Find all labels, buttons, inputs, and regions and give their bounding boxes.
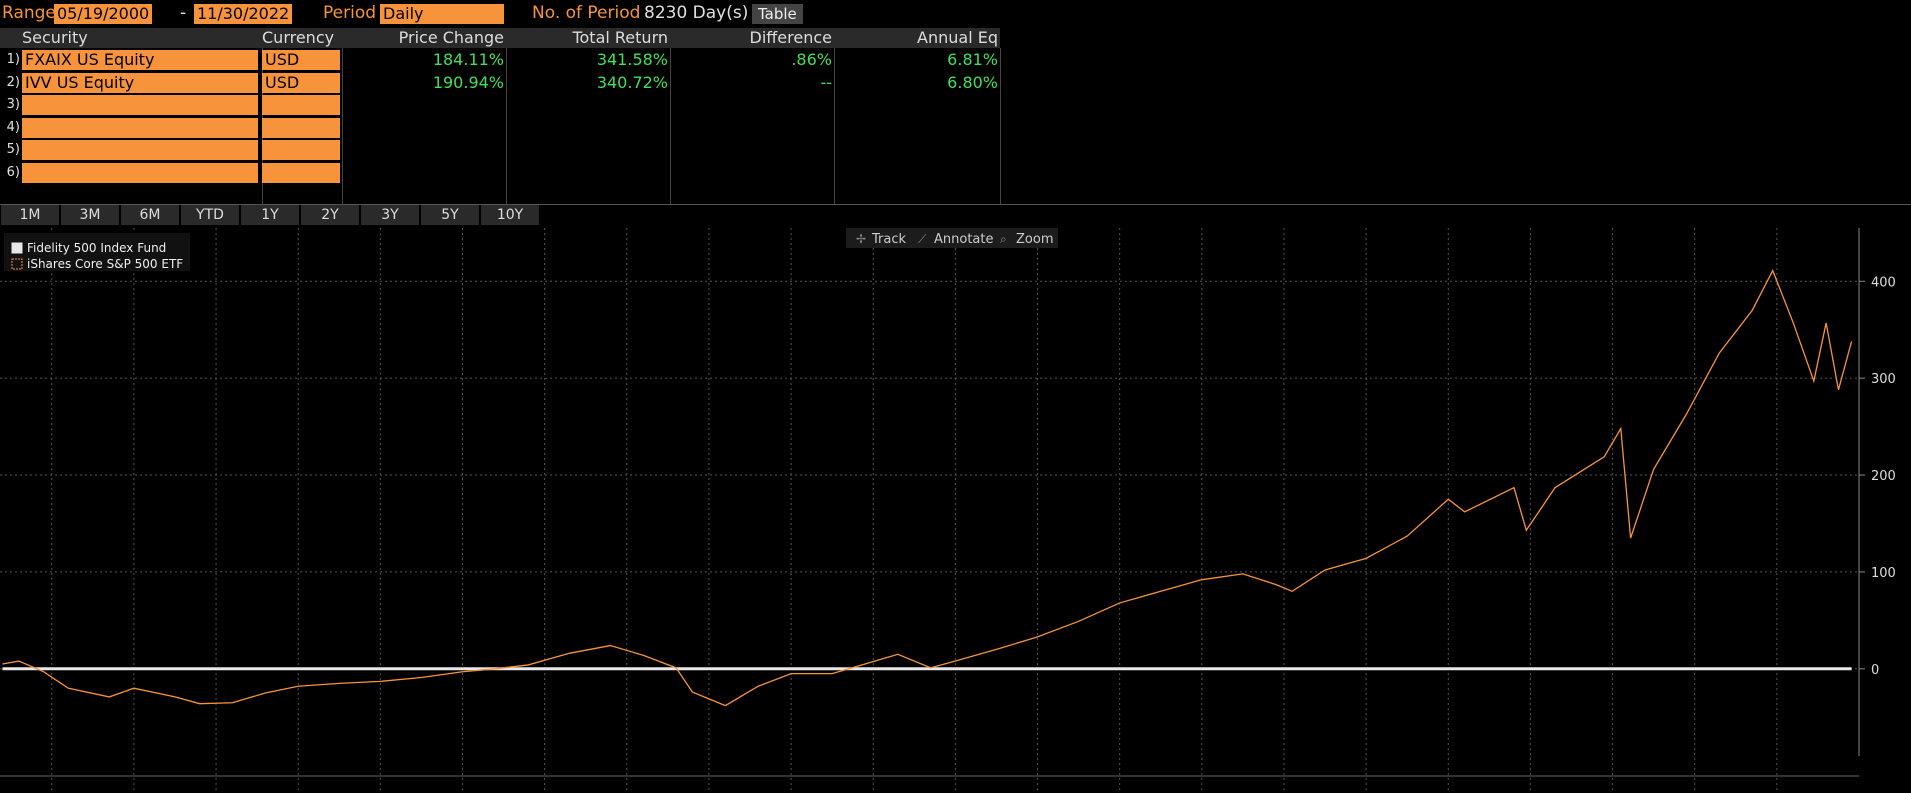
period-button[interactable]: 10Y	[481, 205, 539, 225]
y-tick-label: 200	[1871, 469, 1896, 484]
input-cell[interactable]	[22, 117, 258, 138]
legend-label: Fidelity 500 Index Fund	[27, 241, 166, 255]
value-cell: 6.81%	[947, 50, 998, 69]
value-cell: 190.94%	[432, 72, 504, 92]
period-button[interactable]: 5Y	[421, 205, 479, 225]
column-header: Annual Eq	[836, 28, 1000, 48]
toolbar: Range 05/19/2000 - 11/30/2022 Period Dai…	[0, 0, 1911, 28]
value-cell: .86%	[791, 50, 832, 69]
column-header: Security	[22, 28, 260, 48]
column-rule	[834, 48, 835, 204]
legend-box	[4, 233, 190, 271]
tool-icon: ✢	[856, 232, 866, 246]
separator: -	[180, 3, 187, 23]
input-cell[interactable]	[22, 95, 258, 115]
value-cell: --	[820, 72, 832, 92]
input-cell[interactable]	[262, 117, 340, 138]
column-header: Currency	[262, 28, 342, 48]
tool-bar	[846, 228, 1058, 248]
tool-button[interactable]: Zoom	[1016, 232, 1053, 247]
period-button[interactable]: 1M	[1, 205, 59, 225]
column-header: Difference	[672, 28, 834, 48]
period-button[interactable]: 3Y	[361, 205, 419, 225]
row-index: 6)	[6, 164, 20, 180]
input-cell[interactable]	[262, 140, 340, 160]
tool-button[interactable]: Annotate	[934, 232, 993, 247]
legend-swatch	[11, 242, 23, 254]
period-select[interactable]: Daily	[380, 4, 504, 24]
input-cell[interactable]	[22, 140, 258, 160]
legend-swatch	[11, 258, 23, 270]
row-index: 4)	[6, 119, 20, 135]
start-date[interactable]: 05/19/2000	[54, 4, 153, 24]
period-button[interactable]: YTD	[181, 205, 239, 225]
y-tick-label: 300	[1871, 372, 1896, 387]
table-button[interactable]: Table	[752, 4, 803, 24]
period-button[interactable]: 6M	[121, 205, 179, 225]
column-rule	[670, 48, 671, 204]
row-index: 1)	[6, 52, 20, 67]
tool-button[interactable]: Track	[871, 232, 906, 247]
input-cell[interactable]	[22, 162, 258, 183]
input-cell[interactable]	[262, 95, 340, 115]
input-cell[interactable]	[262, 162, 340, 183]
row-index: 3)	[6, 97, 20, 112]
y-tick-label: 0	[1871, 663, 1879, 678]
value-cell: 184.11%	[432, 50, 504, 69]
series-line	[2, 269, 1853, 707]
input-cell[interactable]: FXAIX US Equity	[22, 50, 258, 70]
chart: 0100200300400200020012002200320042005200…	[0, 228, 1896, 793]
column-rule	[1000, 48, 1001, 204]
input-cell[interactable]: USD	[262, 72, 340, 93]
y-tick-label: 100	[1871, 566, 1896, 581]
value-cell: 340.72%	[596, 72, 668, 92]
tool-icon: ⌕	[1000, 232, 1007, 246]
input-cell[interactable]: IVV US Equity	[22, 72, 258, 93]
end-date[interactable]: 11/30/2022	[194, 4, 293, 24]
period-label: Period	[323, 3, 377, 23]
period-button[interactable]: 3M	[61, 205, 119, 225]
periods-label: No. of Period	[532, 3, 641, 23]
column-header: Price Change	[344, 28, 506, 48]
value-cell: 6.80%	[947, 72, 998, 92]
period-button[interactable]: 1Y	[241, 205, 299, 225]
column-rule	[506, 48, 507, 204]
column-rule	[342, 48, 343, 204]
range-label: Range	[2, 3, 56, 23]
tool-icon: ⟋	[918, 232, 927, 246]
y-tick-label: 400	[1871, 275, 1896, 290]
row-index: 2)	[6, 74, 20, 90]
value-cell: 341.58%	[596, 50, 668, 69]
legend-label: iShares Core S&P 500 ETF	[27, 257, 183, 271]
row-index: 5)	[6, 142, 20, 157]
input-cell[interactable]: USD	[262, 50, 340, 70]
period-button[interactable]: 2Y	[301, 205, 359, 225]
column-header: Total Return	[508, 28, 670, 48]
periods-value: 8230 Day(s)	[644, 3, 749, 23]
divider	[0, 204, 1911, 205]
